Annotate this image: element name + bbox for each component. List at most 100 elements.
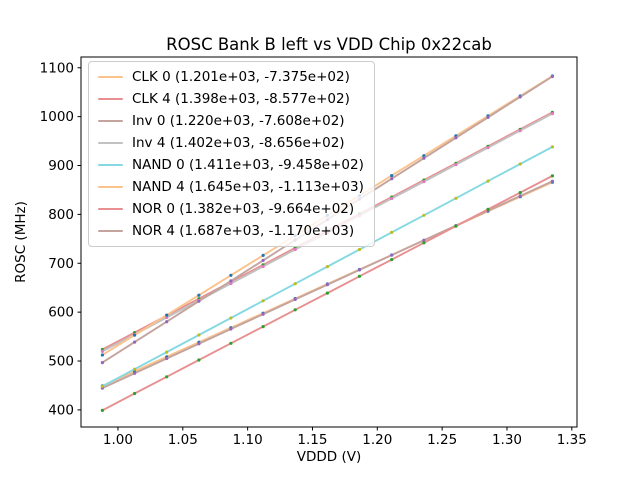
data-point-nor-0	[165, 375, 169, 379]
y-tick-label: 400	[48, 402, 74, 418]
legend-item-clk-4: CLK 4 (1.398e+03, -8.577e+02)	[98, 88, 364, 110]
data-point-nand-0	[486, 179, 490, 183]
data-point-nand-0	[518, 162, 522, 166]
data-point-inv-0	[133, 371, 137, 375]
data-point-inv-0	[293, 297, 297, 301]
data-point-nor-0	[390, 258, 394, 262]
data-point-nand-0	[229, 316, 233, 320]
data-point-nand-0	[165, 350, 169, 354]
data-point-inv-4	[100, 349, 104, 353]
data-point-nor-0	[550, 174, 555, 178]
legend-item-nor-4: NOR 4 (1.687e+03, -1.170e+03)	[98, 220, 364, 242]
legend-item-inv-0: Inv 0 (1.220e+03, -7.608e+02)	[98, 110, 364, 132]
data-point-nor-4	[454, 136, 458, 140]
data-point-nand-4	[229, 273, 233, 277]
data-point-nor-0	[325, 291, 329, 295]
data-point-nor-4	[229, 279, 233, 283]
data-point-nor-0	[454, 224, 458, 228]
data-point-inv-0	[422, 238, 426, 242]
data-point-nor-4	[422, 156, 426, 160]
data-point-inv-0	[197, 342, 201, 346]
y-tick-label: 900	[48, 158, 74, 174]
data-point-nor-0	[100, 408, 104, 412]
y-tick-label: 600	[48, 305, 74, 321]
data-point-nor-0	[422, 241, 426, 245]
legend-label: Inv 0 (1.220e+03, -7.608e+02)	[132, 113, 345, 129]
x-tick-label: 1.10	[233, 432, 263, 448]
legend-item-nand-4: NAND 4 (1.645e+03, -1.113e+03)	[98, 176, 364, 198]
x-tick-label: 1.25	[427, 432, 457, 448]
data-point-nand-4	[422, 154, 426, 158]
x-tick-label: 1.30	[492, 432, 522, 448]
data-point-nand-0	[293, 282, 297, 286]
y-tick-label: 1000	[40, 109, 74, 125]
data-point-inv-0	[229, 327, 233, 331]
legend-label: NOR 4 (1.687e+03, -1.170e+03)	[132, 223, 355, 239]
legend-label: Inv 4 (1.402e+03, -8.656e+02)	[132, 135, 345, 151]
data-point-nand-0	[100, 384, 104, 388]
legend-line-swatch	[98, 75, 123, 79]
data-point-nand-4	[197, 293, 201, 297]
data-point-nor-0	[293, 308, 297, 312]
legend-label: CLK 0 (1.201e+03, -7.375e+02)	[132, 69, 350, 85]
x-tick-label: 1.35	[557, 432, 587, 448]
data-point-inv-0	[390, 253, 394, 257]
data-point-inv-0	[261, 312, 265, 316]
data-point-nor-4	[486, 115, 490, 119]
data-point-nand-0	[261, 299, 265, 303]
data-point-nand-0	[197, 333, 201, 337]
legend-line-swatch	[98, 163, 123, 167]
legend: CLK 0 (1.201e+03, -7.375e+02) CLK 4 (1.39…	[88, 61, 375, 247]
legend-line-swatch	[98, 185, 123, 189]
data-point-nand-0	[357, 247, 362, 252]
legend-item-nand-0: NAND 0 (1.411e+03, -9.458e+02)	[98, 154, 364, 176]
legend-item-clk-0: CLK 0 (1.201e+03, -7.375e+02)	[98, 66, 364, 88]
legend-label: NOR 0 (1.382e+03, -9.664e+02)	[132, 201, 355, 217]
data-point-nor-4	[550, 74, 555, 79]
legend-item-inv-4: Inv 4 (1.402e+03, -8.656e+02)	[98, 132, 364, 154]
x-tick-label: 1.15	[297, 432, 327, 448]
data-point-inv-4	[518, 129, 522, 133]
data-point-nor-0	[518, 191, 522, 195]
data-point-nor-4	[261, 258, 265, 262]
legend-line-swatch	[98, 97, 123, 101]
x-tick-label: 1.05	[168, 432, 198, 448]
data-point-inv-0	[165, 356, 169, 361]
x-axis-label: VDDD (V)	[296, 449, 362, 465]
data-point-inv-4	[390, 196, 394, 201]
data-point-inv-4	[486, 146, 490, 150]
data-point-nor-4	[100, 361, 104, 365]
legend-item-nor-0: NOR 0 (1.382e+03, -9.664e+02)	[98, 198, 364, 220]
data-point-nor-0	[486, 207, 490, 211]
data-point-inv-0	[325, 283, 329, 287]
data-point-nand-4	[390, 174, 394, 178]
data-point-inv-0	[357, 268, 362, 272]
data-point-nand-0	[325, 265, 329, 269]
chart-title: ROSC Bank B left vs VDD Chip 0x22cab	[166, 35, 492, 54]
x-tick-label: 1.20	[362, 432, 392, 448]
data-point-nor-4	[390, 177, 394, 181]
data-point-inv-4	[261, 264, 265, 269]
data-point-nor-0	[357, 274, 362, 278]
data-point-nand-0	[550, 145, 555, 149]
y-tick-label: 700	[48, 256, 74, 272]
data-point-nor-0	[261, 325, 265, 329]
data-point-nor-0	[133, 391, 137, 396]
data-point-nor-4	[518, 95, 522, 99]
legend-label: NAND 0 (1.411e+03, -9.458e+02)	[132, 157, 364, 173]
data-point-nand-0	[422, 213, 426, 217]
data-point-nor-4	[133, 340, 137, 344]
data-point-inv-4	[229, 281, 233, 286]
data-point-nor-0	[229, 341, 233, 345]
data-point-inv-0	[518, 194, 522, 198]
data-point-nand-4	[261, 253, 265, 257]
legend-line-swatch	[98, 119, 123, 123]
data-point-inv-4	[550, 112, 555, 116]
data-point-nand-0	[454, 196, 458, 200]
x-tick-label: 1.00	[103, 432, 133, 448]
y-tick-label: 1100	[40, 60, 74, 76]
data-point-inv-0	[550, 179, 555, 183]
data-point-nand-4	[100, 353, 104, 357]
data-point-nor-0	[197, 358, 201, 362]
